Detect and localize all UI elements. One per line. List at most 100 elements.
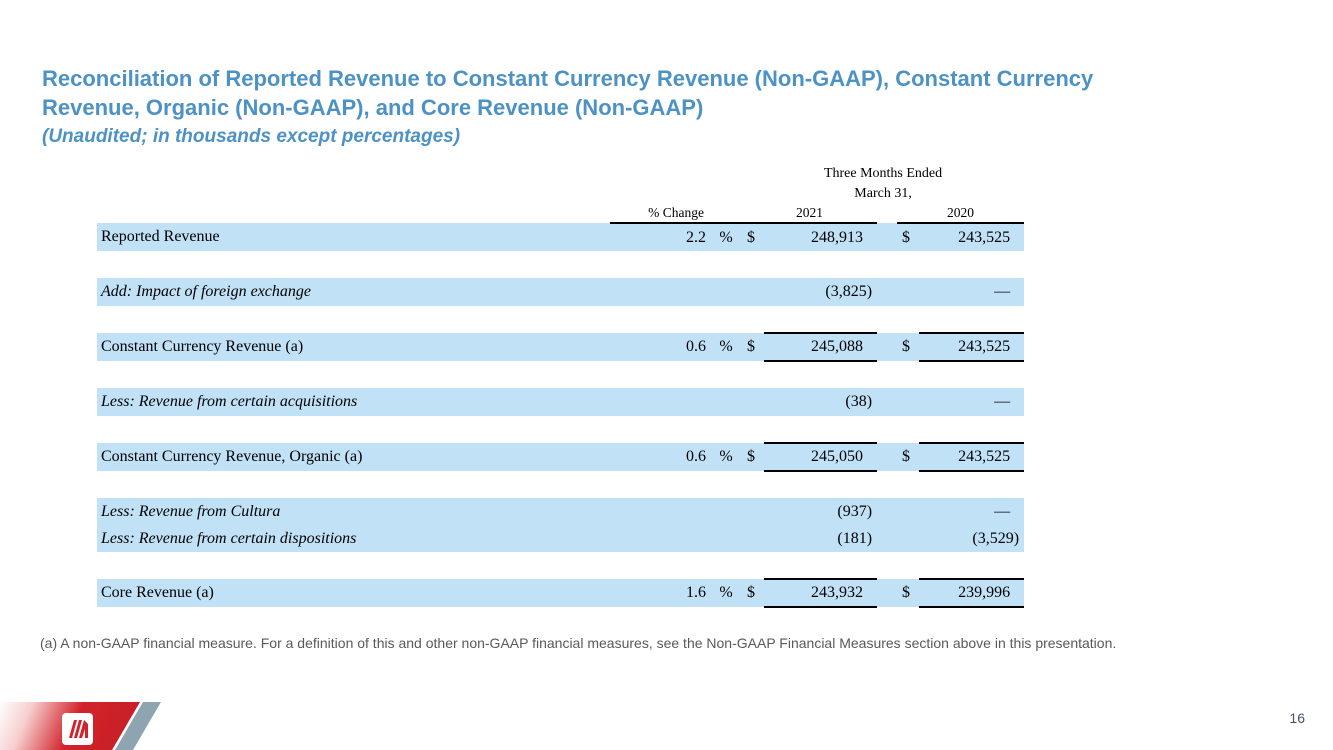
table-gap-row (97, 471, 1025, 498)
value-2021: (38) (764, 388, 878, 416)
value-2021: 243,932 (764, 579, 878, 608)
dollar-sign-2020: $ (897, 223, 920, 251)
row-label: Reported Revenue (97, 223, 610, 251)
table-gap-row (97, 416, 1025, 444)
gap-cell-2021 (764, 306, 878, 334)
column-gap (877, 498, 898, 525)
column-gap (877, 579, 898, 607)
value-2020: 243,525 (919, 443, 1025, 472)
column-gap (877, 388, 898, 416)
reconciliation-table: Three Months Ended March 31, % Change 20… (97, 163, 1025, 608)
dollar-sign-2020 (897, 498, 920, 525)
value-2020: 243,525 (919, 223, 1025, 251)
pct-sign: % (710, 223, 743, 251)
column-gap (877, 223, 898, 251)
gap-cell-2021 (764, 471, 878, 498)
gap-cell-2021 (764, 361, 878, 388)
value-2020: — (919, 388, 1025, 416)
row-label: Constant Currency Revenue, Organic (a) (97, 443, 610, 471)
value-2021: (3,825) (764, 278, 878, 306)
gap-cell-2020 (919, 552, 1025, 580)
group-header-line2: March 31, (854, 186, 912, 201)
table-row: Add: Impact of foreign exchange (3,825) — (97, 278, 1025, 306)
gap-cell (897, 251, 920, 278)
gap-cell (97, 416, 765, 443)
gap-cell (97, 251, 765, 278)
table-row: Reported Revenue 2.2% $248,913 $243,525 (97, 223, 1025, 251)
page-title-line-2: Revenue, Organic (Non-GAAP), and Core Re… (42, 95, 704, 120)
column-gap (877, 443, 898, 471)
logo-gray-slash (115, 702, 161, 750)
page-title: Reconciliation of Reported Revenue to Co… (42, 64, 1252, 122)
page-number: 16 (1289, 710, 1305, 726)
table-row: Constant Currency Revenue, Organic (a) 0.… (97, 443, 1025, 472)
value-2020: 239,996 (919, 579, 1025, 608)
dollar-sign-2021 (742, 278, 765, 306)
pct-change-value (610, 498, 710, 525)
company-logo (0, 702, 161, 750)
gap-cell (97, 471, 765, 498)
dollar-sign-2020 (897, 278, 920, 306)
value-2021: (181) (764, 525, 878, 552)
table-gap-row (97, 552, 1025, 580)
dollar-sign-2021 (742, 525, 765, 552)
table-row: Core Revenue (a) 1.6% $243,932 $239,996 (97, 579, 1025, 608)
gap-cell (97, 306, 765, 333)
gap-cell-2020 (919, 306, 1025, 334)
col-header-2021: 2021 (742, 203, 878, 224)
footnote: (a) A non-GAAP financial measure. For a … (40, 635, 1117, 651)
value-2021: 245,050 (764, 443, 878, 472)
pct-sign: % (710, 443, 743, 471)
table-gap-row (97, 361, 1025, 388)
gap-cell-2020 (919, 361, 1025, 388)
gap-cell (97, 361, 765, 388)
dollar-sign-2021 (742, 498, 765, 525)
gap-cell (877, 251, 898, 278)
gap-cell (897, 552, 920, 579)
table-row: Less: Revenue from certain dispositions (… (97, 525, 1025, 552)
value-2021: 245,088 (764, 333, 878, 362)
column-gap (877, 525, 898, 552)
dollar-sign-2021: $ (742, 223, 765, 251)
gap-cell-2020 (919, 416, 1025, 444)
value-2020: (3,529) (919, 525, 1025, 552)
pct-sign (710, 388, 743, 416)
pct-change-value: 1.6 (610, 579, 710, 607)
dollar-sign-2021: $ (742, 579, 765, 607)
value-2021: (937) (764, 498, 878, 525)
pct-sign: % (710, 333, 743, 361)
gap-cell-2021 (764, 552, 878, 580)
pct-sign: % (710, 579, 743, 607)
gap-cell-2020 (919, 471, 1025, 498)
pct-change-value (610, 525, 710, 552)
value-2021: 248,913 (764, 223, 878, 251)
value-2020: — (919, 278, 1025, 306)
dollar-sign-2021: $ (742, 333, 765, 361)
dollar-sign-2021 (742, 388, 765, 416)
gap-cell (897, 471, 920, 498)
pct-sign (710, 278, 743, 306)
row-label: Less: Revenue from certain acquisitions (97, 388, 610, 416)
table-row: Constant Currency Revenue (a) 0.6% $245,08… (97, 333, 1025, 362)
table-row: Less: Revenue from certain acquisitions (… (97, 388, 1025, 416)
dollar-sign-2020 (897, 388, 920, 416)
gap-cell (877, 306, 898, 333)
gap-cell (877, 552, 898, 579)
gap-cell (877, 471, 898, 498)
dollar-sign-2020: $ (897, 443, 920, 471)
gap-cell (897, 416, 920, 443)
dollar-sign-2021: $ (742, 443, 765, 471)
row-label: Constant Currency Revenue (a) (97, 333, 610, 361)
dollar-sign-2020: $ (897, 579, 920, 607)
pct-change-value (610, 278, 710, 306)
page-title-line-1: Reconciliation of Reported Revenue to Co… (42, 66, 1094, 91)
column-gap (877, 333, 898, 361)
table-gap-row (97, 251, 1025, 278)
pct-sign (710, 525, 743, 552)
pct-change-value: 0.6 (610, 443, 710, 471)
gap-cell (877, 416, 898, 443)
column-gap (877, 278, 898, 306)
row-label: Add: Impact of foreign exchange (97, 278, 610, 306)
gap-cell-2021 (764, 251, 878, 278)
